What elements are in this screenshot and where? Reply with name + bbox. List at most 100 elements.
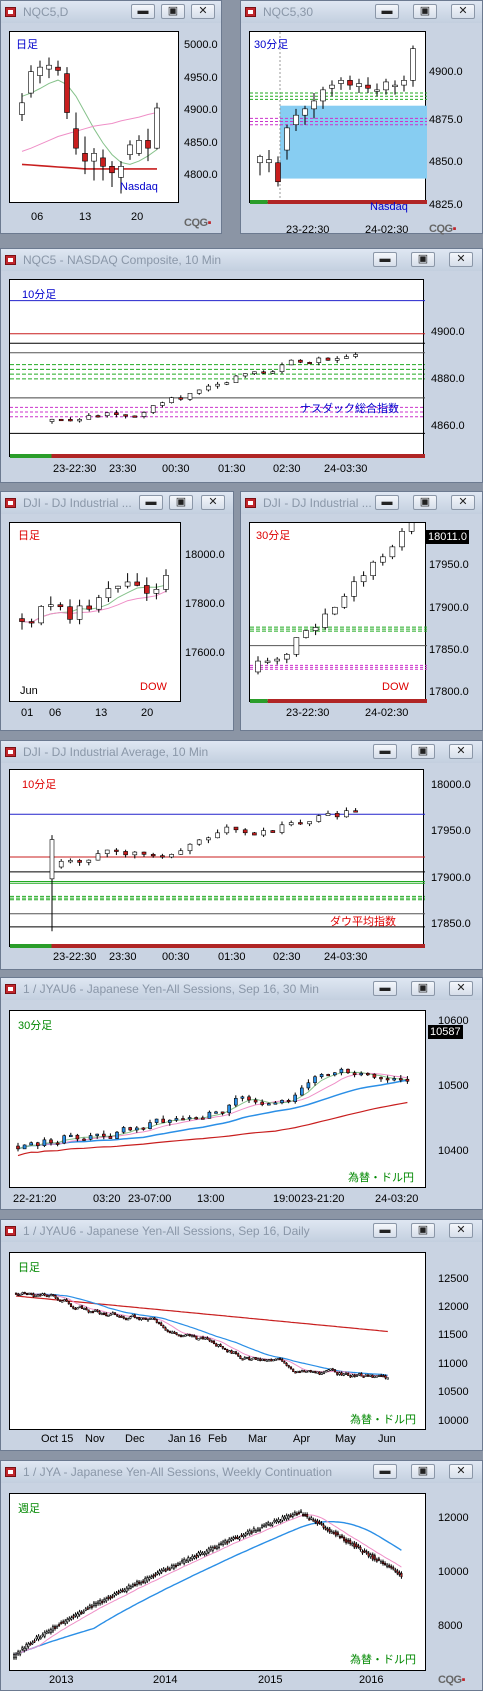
- chart-plot[interactable]: 日足 為替・ドル円: [9, 1252, 426, 1430]
- highlight-zone: [280, 105, 427, 179]
- candle-body: [160, 855, 165, 858]
- candle-body: [186, 1333, 189, 1337]
- chart-plot[interactable]: 日足 DOW Jun: [9, 522, 181, 702]
- candle-body: [302, 108, 308, 116]
- chart-plot[interactable]: 30分足 DOW: [249, 522, 427, 703]
- candle-body: [369, 1374, 372, 1377]
- restore-button[interactable]: ▣: [413, 4, 437, 19]
- restore-button[interactable]: ▣: [411, 981, 435, 996]
- chart-plot[interactable]: 日足 Nasdaq: [9, 31, 179, 203]
- title-bar[interactable]: DJI - DJ Industrial ... ▬ ▣ ✕: [1, 492, 233, 514]
- session-bar: [267, 200, 427, 204]
- candle-body: [338, 80, 344, 84]
- candle-body: [29, 1643, 32, 1646]
- candle-body: [196, 389, 202, 394]
- index-label: Nasdaq: [370, 201, 408, 213]
- candle-body: [246, 1531, 249, 1534]
- candle-body: [281, 1516, 284, 1521]
- candle-body: [275, 1520, 278, 1523]
- candle-body: [349, 1539, 352, 1544]
- restore-button[interactable]: ▣: [411, 744, 435, 759]
- minimize-button[interactable]: ▬: [375, 4, 399, 19]
- title-bar[interactable]: 1 / JYA - Japanese Yen-All Sessions, Wee…: [1, 1461, 482, 1483]
- chart-plot[interactable]: 10分足 ダウ平均指数: [9, 769, 425, 948]
- x-tick: 2016: [359, 1674, 384, 1686]
- candle-body: [392, 1078, 397, 1081]
- candle-body: [107, 1596, 110, 1599]
- close-button[interactable]: ✕: [449, 981, 473, 996]
- candle-body: [283, 654, 290, 660]
- candle-body: [12, 1654, 15, 1659]
- minimize-button[interactable]: ▬: [373, 744, 397, 759]
- chart-window-dji-10min[interactable]: DJI - DJ Industrial Average, 10 Min ▬ ▣ …: [0, 740, 483, 970]
- x-tick: 19:00: [273, 1193, 301, 1205]
- restore-button[interactable]: ▣: [411, 1223, 435, 1238]
- chart-plot[interactable]: 30分足 Nasdaq: [249, 31, 427, 213]
- candle-body: [205, 1550, 208, 1555]
- candle-body: [164, 1327, 167, 1331]
- candle-body: [136, 140, 142, 154]
- close-button[interactable]: ✕: [449, 1223, 473, 1238]
- minimize-button[interactable]: ▬: [375, 495, 399, 510]
- minimize-button[interactable]: ▬: [131, 4, 155, 19]
- close-button[interactable]: ✕: [451, 4, 475, 19]
- restore-button[interactable]: ▣: [411, 1464, 435, 1479]
- close-button[interactable]: ✕: [191, 4, 215, 19]
- candle-body: [398, 1078, 403, 1081]
- title-bar[interactable]: NQC5,D ▬ ▣ ✕: [1, 1, 221, 23]
- close-button[interactable]: ✕: [201, 495, 225, 510]
- candle-body: [182, 1335, 185, 1338]
- candle-body: [206, 837, 211, 841]
- restore-button[interactable]: ▣: [169, 495, 193, 510]
- candle-body: [131, 1314, 134, 1318]
- chart-window-jpy-30min[interactable]: 1 / JYAU6 - Japanese Yen-All Sessions, S…: [0, 977, 483, 1210]
- candle-body: [287, 1515, 290, 1519]
- candle-body: [334, 1531, 337, 1536]
- close-button[interactable]: ✕: [449, 1464, 473, 1479]
- moving-average-line: [21, 112, 158, 152]
- chart-window-jpy-weekly[interactable]: 1 / JYA - Japanese Yen-All Sessions, Wee…: [0, 1460, 483, 1691]
- title-bar[interactable]: DJI - DJ Industrial Average, 10 Min ▬ ▣ …: [1, 741, 482, 763]
- chart-window-jpy-daily[interactable]: 1 / JYAU6 - Japanese Yen-All Sessions, S…: [0, 1219, 483, 1451]
- chart-plot[interactable]: 10分足 ナスダック総合指数: [9, 279, 425, 458]
- close-button[interactable]: ✕: [449, 744, 473, 759]
- restore-button[interactable]: ▣: [413, 495, 437, 510]
- y-tick: 4850.0: [429, 156, 463, 168]
- title-bar[interactable]: NQC5 - NASDAQ Composite, 10 Min ▬ ▣ ✕: [1, 249, 482, 271]
- minimize-button[interactable]: ▬: [373, 1223, 397, 1238]
- chart-plot[interactable]: 週足 為替・ドル円: [9, 1493, 426, 1671]
- chart-window-nq-30min[interactable]: NQC5,30 ▬ ▣ ✕ 30分足 Nasdaq 4900.0 4875.0 …: [240, 0, 483, 236]
- title-bar[interactable]: 1 / JYAU6 - Japanese Yen-All Sessions, S…: [1, 1220, 482, 1242]
- candle-body: [35, 1636, 38, 1640]
- candle-body: [102, 1133, 106, 1137]
- title-bar[interactable]: DJI - DJ Industrial ... ▬ ▣ ✕: [241, 492, 482, 514]
- chart-window-dji-30min[interactable]: DJI - DJ Industrial ... ▬ ▣ ✕ 30分足 DOW 1…: [240, 491, 483, 731]
- candle-body: [329, 1368, 332, 1371]
- candle-body: [173, 1331, 176, 1334]
- candle-body: [353, 1542, 356, 1548]
- minimize-button[interactable]: ▬: [373, 252, 397, 267]
- chart-window-dji-daily[interactable]: DJI - DJ Industrial ... ▬ ▣ ✕ 日足 DOW Jun…: [0, 491, 234, 731]
- y-tick: 10500: [438, 1080, 469, 1092]
- close-button[interactable]: ✕: [451, 495, 475, 510]
- close-button[interactable]: ✕: [449, 252, 473, 267]
- candle-body: [361, 1551, 364, 1554]
- title-bar[interactable]: NQC5,30 ▬ ▣ ✕: [241, 1, 482, 23]
- y-tick: 4900.0: [184, 104, 218, 116]
- candle-body: [340, 1535, 343, 1538]
- chart-window-nq-daily[interactable]: NQC5,D ▬ ▣ ✕ 日足 Nasdaq 5000.0 4950.0 490…: [0, 0, 222, 234]
- restore-button[interactable]: ▣: [411, 252, 435, 267]
- minimize-button[interactable]: ▬: [139, 495, 163, 510]
- minimize-button[interactable]: ▬: [373, 1464, 397, 1479]
- candle-body: [69, 1303, 73, 1308]
- candle-body: [160, 402, 165, 406]
- chart-window-nq-10min[interactable]: NQC5 - NASDAQ Composite, 10 Min ▬ ▣ ✕ 10…: [0, 248, 483, 483]
- candle-body: [307, 362, 312, 365]
- index-label: ダウ平均指数: [330, 916, 396, 928]
- candle-body: [261, 371, 266, 374]
- chart-plot[interactable]: 30分足 為替・ドル円: [9, 1010, 426, 1188]
- restore-button[interactable]: ▣: [161, 4, 185, 19]
- candle-body: [277, 1519, 280, 1522]
- minimize-button[interactable]: ▬: [373, 981, 397, 996]
- title-bar[interactable]: 1 / JYAU6 - Japanese Yen-All Sessions, S…: [1, 978, 482, 1000]
